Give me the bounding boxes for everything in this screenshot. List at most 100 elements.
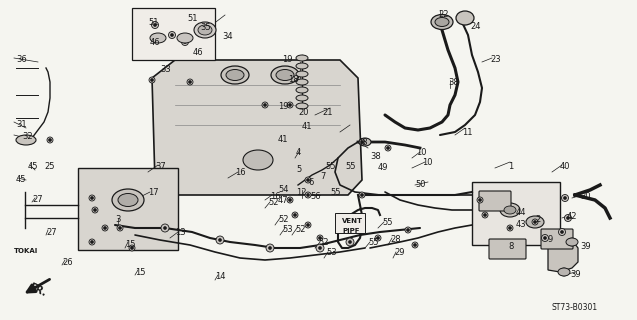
Bar — [472, 182, 560, 245]
Text: 46: 46 — [193, 48, 204, 57]
Ellipse shape — [456, 11, 474, 25]
Ellipse shape — [112, 189, 144, 211]
Circle shape — [161, 224, 169, 232]
Circle shape — [508, 209, 512, 212]
Circle shape — [149, 77, 155, 83]
Text: 27: 27 — [32, 195, 43, 204]
Text: 1: 1 — [508, 162, 513, 171]
Circle shape — [348, 241, 352, 244]
Text: 4: 4 — [296, 148, 301, 157]
Circle shape — [561, 195, 568, 202]
Bar — [132, 8, 215, 60]
Text: 40: 40 — [560, 162, 571, 171]
Text: 45: 45 — [28, 162, 38, 171]
Ellipse shape — [296, 103, 308, 109]
Ellipse shape — [504, 206, 516, 214]
Circle shape — [218, 238, 222, 242]
Circle shape — [47, 137, 53, 143]
Ellipse shape — [359, 138, 371, 146]
Circle shape — [543, 236, 547, 239]
Circle shape — [189, 81, 192, 84]
Ellipse shape — [296, 79, 308, 85]
Circle shape — [508, 227, 512, 229]
Circle shape — [127, 198, 129, 202]
Circle shape — [306, 179, 310, 181]
Text: 55: 55 — [368, 238, 378, 247]
Circle shape — [89, 239, 95, 245]
Circle shape — [92, 207, 98, 213]
Ellipse shape — [526, 216, 544, 228]
FancyBboxPatch shape — [489, 239, 526, 259]
Circle shape — [152, 21, 159, 28]
Circle shape — [361, 194, 364, 196]
Text: 10: 10 — [416, 148, 427, 157]
Text: 25: 25 — [44, 162, 55, 171]
Text: 29: 29 — [394, 248, 404, 257]
Text: 28: 28 — [390, 235, 401, 244]
Text: 3: 3 — [115, 215, 120, 224]
Circle shape — [294, 213, 296, 217]
Polygon shape — [152, 60, 362, 195]
Polygon shape — [548, 232, 578, 272]
Circle shape — [171, 34, 173, 36]
Circle shape — [361, 140, 364, 143]
Text: 37: 37 — [155, 162, 166, 171]
Text: 14: 14 — [215, 272, 225, 281]
Text: 39: 39 — [570, 270, 580, 279]
Circle shape — [264, 103, 266, 107]
Ellipse shape — [221, 66, 249, 84]
Text: 55: 55 — [325, 162, 336, 171]
Text: 35: 35 — [200, 23, 211, 32]
Text: 50: 50 — [415, 180, 426, 189]
Circle shape — [541, 235, 548, 242]
Text: 46: 46 — [150, 38, 161, 47]
Text: 52: 52 — [318, 238, 329, 247]
Ellipse shape — [566, 238, 578, 246]
Circle shape — [568, 238, 576, 246]
Circle shape — [48, 139, 52, 141]
Text: FR.: FR. — [28, 282, 48, 298]
Text: 53: 53 — [326, 248, 336, 257]
Ellipse shape — [296, 95, 308, 101]
Text: 53: 53 — [282, 225, 292, 234]
Text: ST73-B0301: ST73-B0301 — [552, 303, 598, 313]
Circle shape — [117, 225, 123, 231]
Circle shape — [266, 244, 274, 252]
Text: 33: 33 — [160, 65, 171, 74]
Circle shape — [129, 245, 135, 251]
Circle shape — [183, 41, 187, 44]
Circle shape — [507, 225, 513, 231]
Text: 56: 56 — [310, 192, 320, 201]
Text: 2: 2 — [535, 215, 540, 224]
Text: 49: 49 — [378, 163, 389, 172]
Text: 26: 26 — [62, 258, 73, 267]
Circle shape — [359, 222, 365, 228]
Circle shape — [305, 192, 311, 198]
Circle shape — [361, 223, 364, 227]
Circle shape — [318, 236, 322, 239]
Text: 54: 54 — [278, 185, 289, 194]
Circle shape — [231, 71, 238, 78]
Text: 51: 51 — [148, 18, 159, 27]
Circle shape — [571, 241, 573, 244]
Circle shape — [482, 212, 488, 218]
Ellipse shape — [226, 69, 244, 81]
Circle shape — [131, 246, 134, 250]
Ellipse shape — [198, 25, 212, 35]
Text: 32: 32 — [22, 132, 32, 141]
Text: 55: 55 — [382, 218, 392, 227]
Circle shape — [376, 236, 380, 239]
Circle shape — [305, 177, 311, 183]
Text: 34: 34 — [222, 32, 233, 41]
Text: 44: 44 — [516, 208, 527, 217]
Circle shape — [118, 227, 122, 229]
Ellipse shape — [150, 33, 166, 43]
Text: 15: 15 — [135, 268, 145, 277]
Text: 36: 36 — [16, 55, 27, 64]
Ellipse shape — [271, 66, 299, 84]
Circle shape — [317, 235, 323, 241]
Circle shape — [306, 194, 310, 196]
Text: 6: 6 — [308, 178, 313, 187]
Text: 12: 12 — [296, 188, 306, 197]
Text: 47: 47 — [278, 196, 289, 205]
